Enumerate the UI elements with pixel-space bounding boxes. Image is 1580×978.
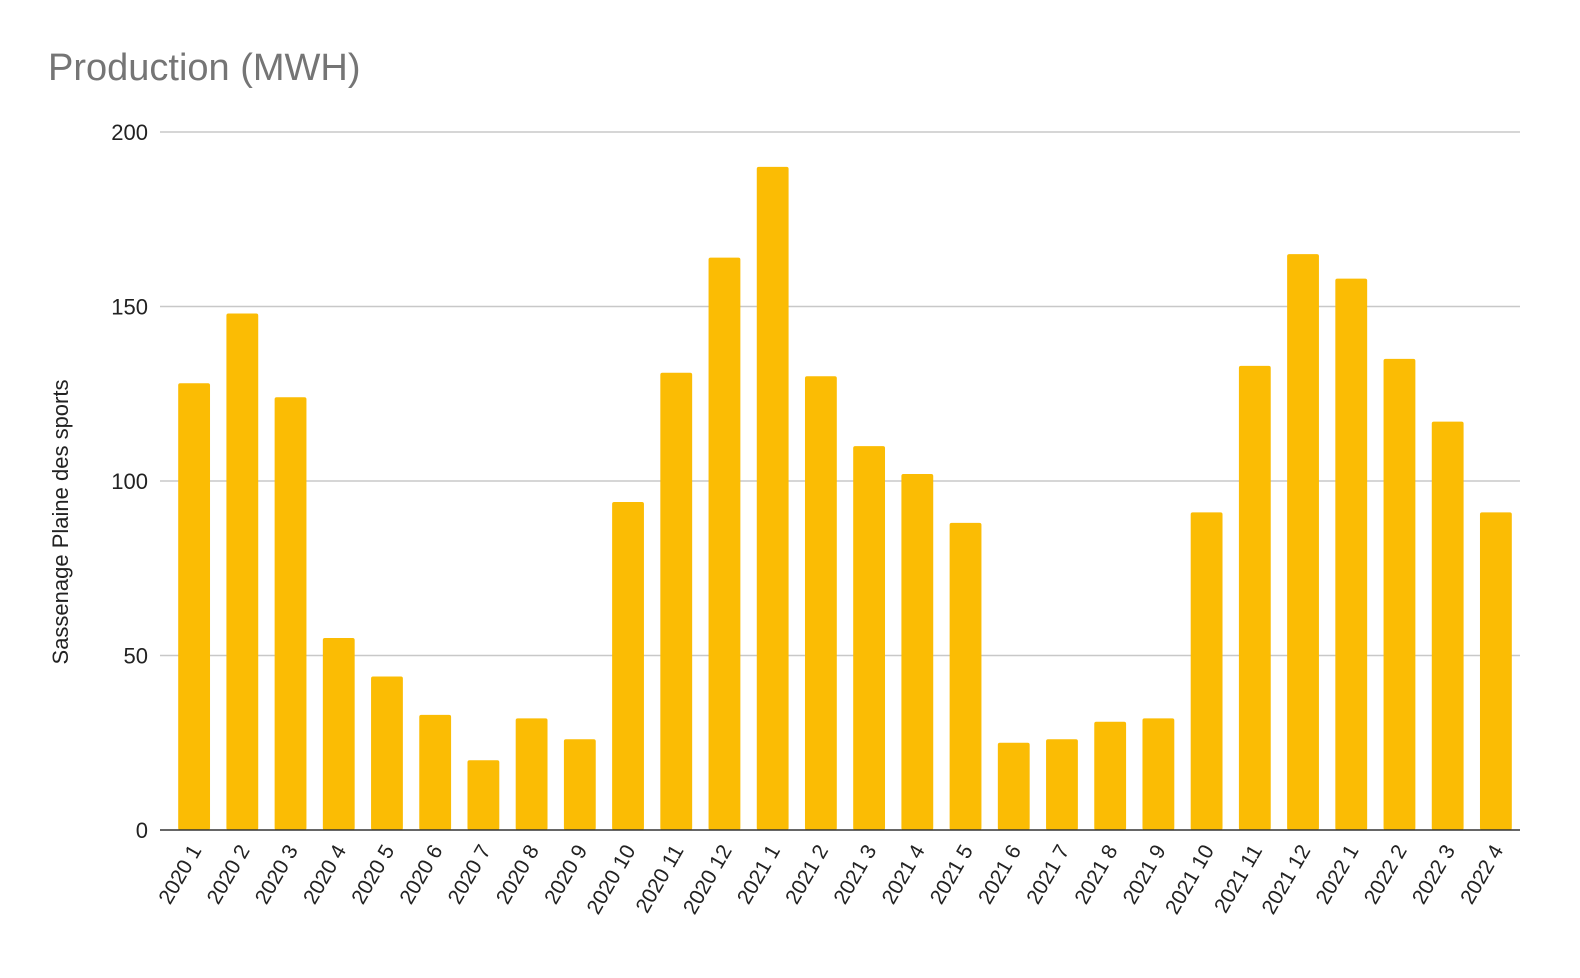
bar-2020-5 — [371, 676, 403, 830]
bar-2021-1 — [756, 166, 789, 830]
x-tick-label: 2020 7 — [444, 841, 496, 908]
x-tick-label: 2022 3 — [1408, 841, 1460, 908]
x-tick-label: 2020 8 — [492, 841, 544, 908]
bar-2021-5 — [949, 522, 982, 830]
bar-2020-4 — [322, 638, 355, 830]
x-tick-label: 2020 2 — [203, 841, 255, 908]
bar-2020-10 — [612, 501, 644, 830]
x-tick-label: 2021 7 — [1022, 841, 1074, 908]
chart-title: Production (MWH) — [48, 47, 361, 89]
bar-2020-7 — [467, 760, 500, 830]
y-tick-label: 150 — [111, 295, 148, 320]
x-tick-label: 2021 5 — [926, 841, 978, 908]
x-tick-label: 2020 4 — [299, 841, 351, 908]
y-tick-label: 100 — [111, 469, 148, 494]
x-tick-label: 2020 3 — [251, 841, 303, 908]
bar-2021-9 — [1142, 718, 1175, 830]
y-axis-label: Sassenage Plaine des sports — [48, 380, 73, 665]
bar-2020-3 — [274, 397, 307, 830]
x-tick-label: 2021 8 — [1070, 841, 1122, 908]
bar-2021-11 — [1238, 365, 1271, 830]
x-tick-label: 2021 9 — [1119, 841, 1171, 908]
bar-2022-2 — [1383, 358, 1416, 830]
y-tick-label: 200 — [111, 120, 148, 145]
bar-2021-6 — [997, 742, 1030, 830]
x-tick-label: 2020 1 — [154, 841, 206, 908]
bar-2021-2 — [804, 376, 837, 830]
bar-2020-11 — [660, 372, 693, 830]
bar-2021-8 — [1094, 721, 1127, 830]
y-tick-label: 50 — [124, 644, 148, 669]
bar-2022-3 — [1431, 421, 1464, 830]
bar-2021-3 — [853, 446, 886, 830]
bar-2020-2 — [226, 313, 259, 831]
x-tick-label: 2021 3 — [829, 841, 881, 908]
bar-2021-7 — [1046, 739, 1078, 830]
bar-2022-4 — [1479, 512, 1512, 830]
x-tick-label: 2021 6 — [974, 841, 1026, 908]
bar-2021-4 — [901, 474, 934, 830]
y-tick-label: 0 — [136, 818, 148, 843]
y-axis-ticks: 0 50 100 150 200 — [111, 120, 148, 843]
bar-2020-8 — [515, 718, 548, 830]
bar-2021-10 — [1190, 512, 1223, 830]
x-tick-label: 2022 1 — [1312, 841, 1364, 908]
x-tick-label: 2021 1 — [733, 841, 785, 908]
x-tick-label: 2020 5 — [347, 841, 399, 908]
bar-2020-1 — [178, 383, 211, 830]
x-tick-label: 2020 9 — [540, 841, 592, 908]
bars — [178, 166, 1512, 831]
x-tick-label: 2022 4 — [1456, 841, 1508, 908]
x-tick-label: 2022 2 — [1360, 841, 1412, 908]
bar-2020-12 — [708, 257, 741, 830]
bar-2021-12 — [1287, 254, 1319, 830]
bar-2020-6 — [419, 714, 452, 830]
x-tick-label: 2021 4 — [878, 841, 930, 908]
x-tick-label: 2020 6 — [395, 841, 447, 908]
bar-2022-1 — [1335, 278, 1368, 831]
x-tick-label: 2021 2 — [781, 841, 833, 908]
bar-2020-9 — [563, 739, 596, 830]
